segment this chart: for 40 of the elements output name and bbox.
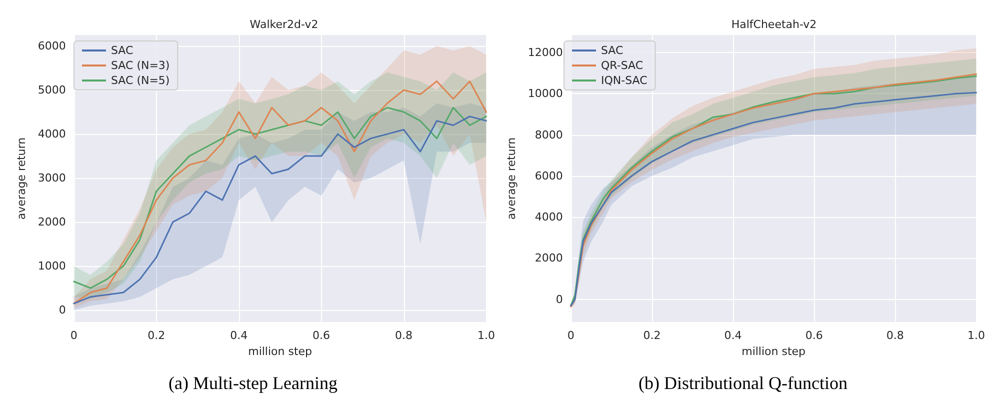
x-tick-label: 0.6 — [312, 329, 330, 342]
x-tick-label: 0 — [70, 329, 78, 342]
text: (b) Distributional Q-function — [638, 373, 848, 393]
y-axis-title: average return — [15, 137, 28, 220]
y-tick-label: 5000 — [38, 84, 66, 97]
text: (a) Multi-step Learning — [168, 373, 338, 393]
y-tick-label: 0 — [58, 304, 66, 317]
x-tick-label: 0.4 — [230, 329, 248, 342]
y-tick-label: 3000 — [38, 172, 66, 185]
x-tick-label: 0.8 — [886, 329, 904, 342]
x-tick-label: 0.4 — [724, 329, 742, 342]
legend-label: SAC (N=5) — [111, 74, 170, 87]
legend-label: SAC — [111, 44, 134, 57]
x-tick-label: 1.0 — [478, 329, 496, 342]
x-axis-title: million step — [248, 344, 312, 358]
y-tick-label: 4000 — [38, 128, 66, 141]
x-tick-label: 1.0 — [968, 329, 986, 342]
y-tick-label: 2000 — [534, 252, 563, 265]
legend-label: IQN-SAC — [601, 74, 648, 87]
x-tick-label: 0.2 — [148, 329, 166, 342]
y-tick-label: 8000 — [534, 128, 563, 142]
chart-title: HalfCheetah-v2 — [731, 18, 817, 31]
y-tick-label: 12000 — [528, 46, 563, 59]
x-tick-label: 0.2 — [643, 329, 661, 342]
y-tick-label: 6000 — [534, 169, 563, 182]
y-axis-title: average return — [505, 137, 518, 220]
x-tick-label: 0 — [567, 329, 574, 342]
y-tick-label: 6000 — [38, 40, 66, 53]
legend-label: QR-SAC — [601, 59, 644, 72]
legend-label: SAC — [601, 44, 624, 57]
y-tick-label: 1000 — [38, 260, 66, 273]
chart-title: Walker2d-v2 — [250, 18, 318, 31]
legend-label: SAC (N=3) — [111, 59, 170, 72]
x-axis-title: million step — [742, 344, 806, 358]
y-tick-label: 0 — [556, 292, 563, 306]
y-tick-label: 4000 — [534, 210, 563, 224]
y-tick-label: 10000 — [528, 87, 563, 100]
x-tick-label: 0.6 — [805, 329, 823, 342]
y-tick-label: 2000 — [38, 216, 66, 229]
x-tick-label: 0.8 — [395, 329, 413, 342]
